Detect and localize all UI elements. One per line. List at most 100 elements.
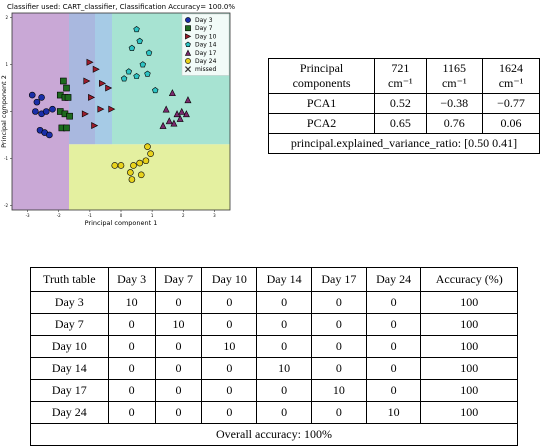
table-cell: 10 bbox=[107, 291, 156, 314]
table-cell: 0 bbox=[107, 313, 156, 336]
scatter-plot: Classifier used: CART_classifier, Classi… bbox=[0, 0, 240, 230]
table-cell: Day 3 bbox=[30, 291, 109, 314]
legend-marker bbox=[185, 58, 191, 64]
header-cell: Day 24 bbox=[365, 267, 422, 292]
header-cell: Day 7 bbox=[154, 267, 203, 292]
legend-label: Day 3 bbox=[195, 17, 213, 24]
decision-region bbox=[69, 13, 95, 145]
data-point bbox=[92, 65, 100, 73]
data-point bbox=[145, 49, 153, 56]
table-cell: 100 bbox=[420, 335, 518, 358]
table-cell: 0 bbox=[201, 357, 258, 380]
table-cell: PCA2 bbox=[267, 113, 376, 134]
pca-loadings-table: Principal components 721 cm⁻¹ 1165 cm⁻¹ … bbox=[267, 58, 540, 154]
data-point bbox=[159, 121, 167, 129]
data-point bbox=[99, 79, 106, 87]
legend-label: Day 24 bbox=[195, 58, 217, 65]
table-row: Day 17 0 0 0 0 10 0 100 bbox=[30, 379, 518, 402]
data-point bbox=[108, 105, 116, 113]
table-cell: 10 bbox=[256, 357, 312, 380]
data-point bbox=[173, 110, 181, 118]
chart-title: Classifier used: CART_classifier, Classi… bbox=[7, 3, 235, 11]
header-cell: 721 cm⁻¹ bbox=[374, 58, 427, 94]
table-cell: Day 7 bbox=[30, 313, 109, 336]
truth-table: Truth table Day 3 Day 7 Day 10 Day 14 Da… bbox=[30, 267, 518, 446]
data-point bbox=[133, 26, 140, 33]
data-point bbox=[165, 117, 173, 125]
table-cell: 10 bbox=[365, 401, 422, 424]
table-header-row: Principal components 721 cm⁻¹ 1165 cm⁻¹ … bbox=[267, 58, 540, 94]
legend-marker bbox=[185, 41, 191, 48]
data-point bbox=[88, 93, 96, 101]
table-cell: 100 bbox=[420, 291, 518, 314]
data-point bbox=[86, 58, 94, 66]
header-cell: 1165 cm⁻¹ bbox=[425, 58, 484, 94]
data-point bbox=[137, 171, 145, 179]
data-point bbox=[49, 105, 56, 113]
table-cell: 10 bbox=[201, 335, 258, 358]
data-point bbox=[117, 162, 125, 169]
table-cell: PCA1 bbox=[267, 93, 376, 114]
table-cell: 0 bbox=[310, 313, 367, 336]
table-cell: 0.06 bbox=[482, 113, 540, 134]
data-point bbox=[142, 157, 150, 165]
table-header-row: Truth table Day 3 Day 7 Day 10 Day 14 Da… bbox=[30, 267, 518, 292]
table-cell: 0 bbox=[201, 313, 258, 336]
legend-marker bbox=[185, 33, 192, 40]
decision-region bbox=[95, 13, 112, 145]
table-cell: 0 bbox=[154, 357, 203, 380]
header-cell: Day 3 bbox=[107, 267, 156, 292]
data-point bbox=[178, 107, 186, 115]
table-cell: 100 bbox=[420, 357, 518, 380]
data-point bbox=[136, 159, 143, 167]
header-cell: Truth table bbox=[30, 267, 109, 292]
table-footer-row: Overall accuracy: 100% bbox=[30, 423, 518, 446]
data-point bbox=[128, 176, 136, 183]
legend-marker bbox=[184, 49, 192, 56]
table-cell: 0 bbox=[365, 357, 422, 380]
x-tick-label: 1 bbox=[151, 213, 154, 218]
legend-label: Day 7 bbox=[195, 25, 213, 32]
table-row: PCA2 0.65 0.76 0.06 bbox=[267, 113, 540, 134]
table-cell: 0 bbox=[201, 379, 258, 402]
data-point bbox=[32, 108, 39, 115]
variance-ratio-text: principal.explained_variance_ratio: [0.5… bbox=[268, 133, 540, 154]
data-point bbox=[170, 119, 178, 127]
legend-marker bbox=[185, 17, 191, 23]
table-cell: 0.65 bbox=[374, 113, 427, 134]
overall-accuracy-text: Overall accuracy: 100% bbox=[30, 423, 518, 446]
data-point bbox=[111, 162, 119, 169]
table-row: Day 10 0 0 10 0 0 0 100 bbox=[30, 335, 518, 358]
legend-label: Day 17 bbox=[195, 50, 217, 57]
data-point bbox=[182, 110, 190, 118]
table-cell: 0 bbox=[201, 401, 258, 424]
table-cell: 0 bbox=[365, 291, 422, 314]
data-point bbox=[127, 169, 134, 176]
y-axis-label: Principal component 2 bbox=[0, 75, 8, 148]
table-cell: 0 bbox=[256, 313, 312, 336]
header-cell: Accuracy (%) bbox=[420, 267, 518, 292]
data-point bbox=[139, 61, 147, 68]
table-cell: 0.76 bbox=[425, 113, 484, 134]
header-cell: Day 14 bbox=[256, 267, 312, 292]
table-cell: 10 bbox=[310, 379, 367, 402]
table-cell: 0 bbox=[256, 379, 312, 402]
x-tick-label: 0 bbox=[120, 213, 123, 218]
data-point bbox=[60, 77, 67, 85]
data-point bbox=[184, 96, 192, 104]
table-cell: 0 bbox=[365, 379, 422, 402]
table-cell: 0 bbox=[310, 291, 367, 314]
data-point bbox=[81, 110, 89, 118]
data-point bbox=[105, 84, 113, 92]
legend-label: missed bbox=[195, 66, 216, 73]
table-cell: 0 bbox=[256, 291, 312, 314]
table-cell: 0 bbox=[201, 291, 258, 314]
table-footer-row: principal.explained_variance_ratio: [0.5… bbox=[268, 133, 540, 154]
header-cell: Day 10 bbox=[201, 267, 258, 292]
header-cell: Day 17 bbox=[310, 267, 367, 292]
data-point bbox=[136, 37, 143, 44]
table-cell: 0 bbox=[154, 291, 203, 314]
data-point bbox=[91, 122, 99, 130]
table-cell: 100 bbox=[420, 313, 518, 336]
data-point bbox=[33, 98, 41, 106]
